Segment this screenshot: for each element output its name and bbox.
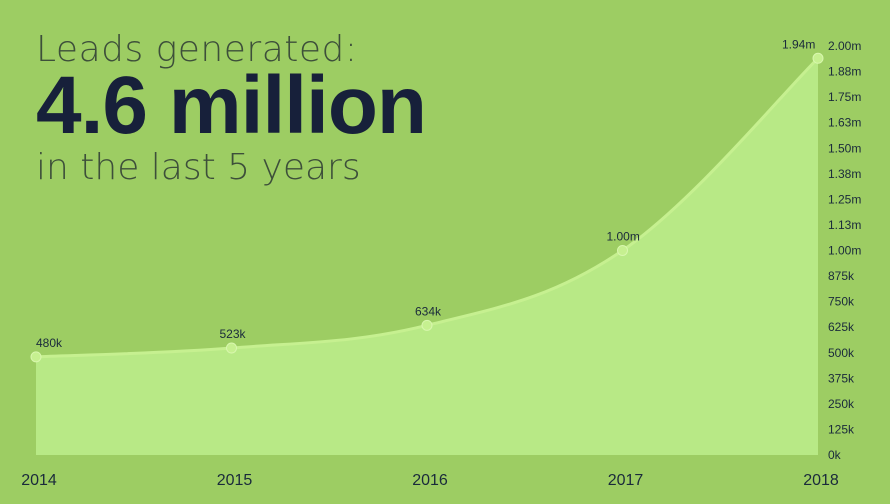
headline-title: Leads generated: [36,29,358,70]
y-tick-label: 750k [828,295,855,309]
x-tick-label: 2015 [217,472,253,489]
y-tick-label: 875k [828,269,855,283]
data-label-2018: 1.94m [782,37,815,51]
area-fill [36,58,818,456]
y-tick-label: 0k [828,448,842,462]
data-labels: 480k 523k 634k 1.00m 1.94m [36,37,815,350]
y-tick-label: 1.63m [828,116,861,130]
data-point-2015[interactable] [226,342,237,354]
data-label-2015: 523k [220,327,247,341]
y-tick-label: 1.75m [828,90,861,104]
x-tick-label: 2014 [21,472,57,489]
y-tick-label: 125k [828,422,855,436]
data-point-2018[interactable] [812,52,824,64]
y-tick-label: 1.88m [828,65,861,79]
x-tick-label: 2017 [608,472,644,489]
data-label-2017: 1.00m [607,230,640,244]
y-axis: 0k 125k 250k 375k 500k 625k 750k 875k 1.00m 1.13m… [828,39,861,462]
x-tick-label: 2018 [803,472,839,489]
data-point-2017[interactable] [617,245,628,256]
data-point-2016[interactable] [421,319,433,331]
plot-area [30,52,824,456]
y-tick-label: 2.00m [828,39,861,53]
y-tick-label: 1.38m [828,167,861,181]
series-line [35,57,820,359]
y-tick-label: 1.50m [828,141,861,155]
x-tick-label: 2016 [412,472,448,489]
y-tick-label: 375k [828,371,855,385]
headline: Leads generated: 4.6 million in the last… [36,29,427,188]
data-label-2014: 480k [36,336,63,350]
y-tick-label: 1.00m [828,244,861,258]
y-tick-label: 1.25m [828,192,861,206]
data-point-2014[interactable] [30,351,42,363]
headline-total: 4.6 million [36,60,427,151]
y-tick-label: 625k [828,320,855,334]
y-tick-label: 500k [828,346,855,360]
data-label-2016: 634k [415,304,442,318]
y-tick-label: 1.13m [828,218,861,232]
x-axis: 2014 2015 2016 2017 2018 [21,472,839,489]
headline-subtitle: in the last 5 years [36,147,361,188]
y-tick-label: 250k [828,397,855,411]
